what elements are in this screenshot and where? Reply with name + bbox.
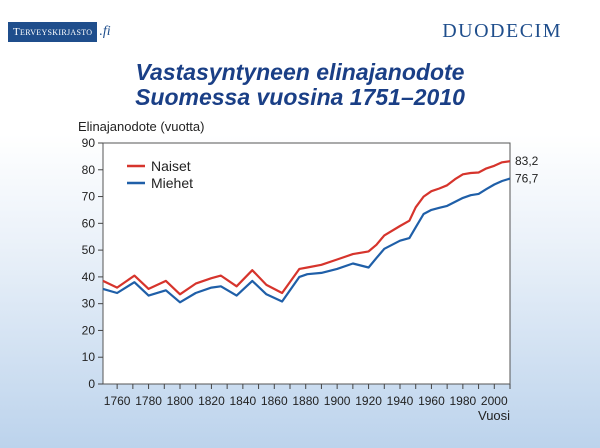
terveyskirjasto-logo[interactable]: Terveyskirjasto .fi [8,22,111,42]
x-tick-label: 1860 [261,394,288,408]
x-tick-label: 1820 [198,394,225,408]
y-tick-label: 0 [88,377,95,391]
title-line-2: Suomessa vuosina 1751–2010 [135,84,465,110]
y-tick-label: 70 [82,190,96,204]
title-line-1: Vastasyntyneen elinajanodote [135,59,465,85]
x-tick-label: 1880 [292,394,319,408]
legend-label-naiset: Naiset [151,158,191,174]
x-tick-label: 1840 [230,394,257,408]
y-tick-label: 40 [82,270,96,284]
y-tick-label: 10 [82,350,96,364]
terveyskirjasto-logo-text: Terveyskirjasto [8,22,98,42]
slide-title: Vastasyntyneen elinajanodote Suomessa vu… [0,60,600,110]
x-tick-label: 1800 [167,394,194,408]
x-tick-label: 1920 [355,394,382,408]
x-axis-label: Vuosi [478,408,510,423]
x-tick-label: 1960 [418,394,445,408]
x-tick-label: 1900 [324,394,351,408]
x-tick-label: 1760 [104,394,131,408]
plot-area [102,142,511,385]
legend-label-miehet: Miehet [151,175,193,191]
duodecim-logo[interactable]: DUODECIM [442,20,562,42]
series-line-naiset [102,160,511,296]
x-tick-label: 1940 [387,394,414,408]
end-label-miehet: 76,7 [515,172,539,186]
y-tick-label: 20 [82,323,96,337]
y-tick-label: 50 [82,243,96,257]
y-tick-label: 30 [82,297,96,311]
y-tick-label: 80 [82,163,96,177]
y-tick-label: 90 [82,136,96,150]
x-tick-label: 1980 [450,394,477,408]
x-tick-label: 1780 [135,394,162,408]
y-tick-label: 60 [82,216,96,230]
terveyskirjasto-logo-suffix: .fi [99,24,111,39]
x-tick-label: 2000 [481,394,508,408]
series-line-miehet [102,177,511,304]
y-axis-label: Elinajanodote (vuotta) [78,119,204,134]
end-label-naiset: 83,2 [515,154,539,168]
